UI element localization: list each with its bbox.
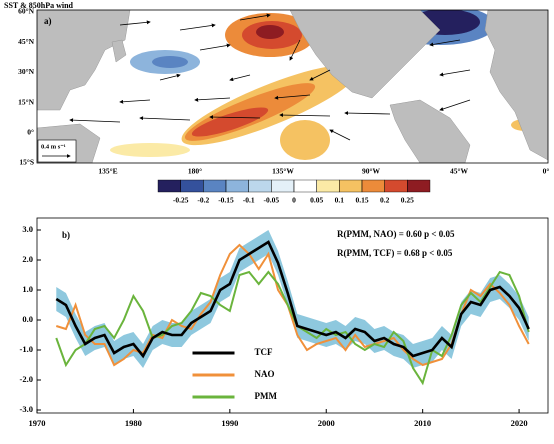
colorbar-label: 0.05: [310, 196, 323, 205]
colorbar-bin: [339, 179, 363, 193]
legend-label: TCF: [255, 347, 274, 357]
sst-patch: [280, 120, 330, 160]
y-tick-label: 2.0: [22, 254, 33, 264]
annotation: R(PMM, TCF) = 0.68 p < 0.05: [337, 248, 453, 258]
x-tick-label: 2020: [511, 418, 528, 428]
series-line: [55, 270, 530, 386]
lon-label: 135°W: [272, 167, 294, 176]
colorbar-label: 0.15: [355, 196, 368, 205]
y-tick-label: -3.0: [20, 404, 33, 414]
lon-label: 90°W: [362, 167, 380, 176]
lon-label: 0°: [543, 167, 550, 176]
annotation: R(PMM, NAO) = 0.60 p < 0.05: [337, 229, 455, 239]
y-tick-label: -2.0: [20, 374, 33, 384]
colorbar-bin: [157, 179, 181, 193]
colorbar-bin: [248, 179, 272, 193]
map-frame: [36, 9, 549, 164]
colorbar-label: -0.1: [243, 196, 255, 205]
colorbar-bin: [225, 179, 249, 193]
colorbar-label: 0.25: [401, 196, 414, 205]
land: [37, 10, 548, 163]
colorbar-label: -0.2: [197, 196, 209, 205]
spread-band: [56, 230, 529, 368]
y-tick-label: 0.0: [22, 314, 33, 324]
colorbar-bin: [316, 179, 340, 193]
map: [37, 10, 548, 163]
wind-vectors: [69, 13, 471, 141]
colorbar-bin: [407, 179, 431, 193]
colorbar-bin: [384, 179, 408, 193]
colorbar-bin: [271, 179, 295, 193]
lon-label: 45°W: [450, 167, 468, 176]
sst-patch: [110, 143, 190, 157]
colorbar-label: -0.05: [264, 196, 280, 205]
colorbar-bin: [180, 179, 204, 193]
legend-label: NAO: [255, 369, 275, 379]
reference-box: [37, 139, 77, 163]
colorbar-label: 0.1: [335, 196, 345, 205]
lat-label: 15°N: [18, 97, 34, 106]
sst-patch: [256, 25, 284, 39]
reference-label: 0.4 m s⁻¹: [41, 143, 66, 150]
plot-frame: [36, 217, 549, 414]
y-tick-label: 1.0: [22, 284, 33, 294]
x-tick-label: 1990: [221, 418, 238, 428]
lat-label: 30°N: [18, 67, 34, 76]
lat-label: 0°: [27, 128, 34, 137]
colorbar-bin: [361, 179, 385, 193]
legend-label: PMM: [255, 391, 278, 401]
colorbar-label: -0.15: [218, 196, 234, 205]
lon-label: 135°E: [98, 167, 117, 176]
x-tick-label: 2000: [318, 418, 335, 428]
panel-label: a): [44, 16, 52, 26]
x-tick-label: 1980: [125, 418, 142, 428]
sst-patch: [152, 56, 188, 68]
lat-label: 60°N: [18, 7, 34, 16]
colorbar-label: -0.25: [173, 196, 189, 205]
colorbar-label: 0: [292, 196, 296, 205]
lon-label: 180°: [188, 167, 202, 176]
panel-label: b): [62, 230, 70, 240]
y-tick-label: -1.0: [20, 344, 33, 354]
colorbar-bin: [293, 179, 317, 193]
series-line: [55, 240, 530, 359]
x-tick-label: 2010: [414, 418, 431, 428]
y-tick-label: 3.0: [22, 224, 33, 234]
lat-label: 45°N: [18, 37, 34, 46]
x-tick-label: 1970: [29, 418, 46, 428]
map-title: SST & 850hPa wind: [4, 1, 74, 10]
colorbar-label: 0.2: [380, 196, 390, 205]
colorbar-bin: [203, 179, 227, 193]
lat-label: 15°S: [19, 158, 34, 167]
sst-patch: [191, 107, 269, 137]
